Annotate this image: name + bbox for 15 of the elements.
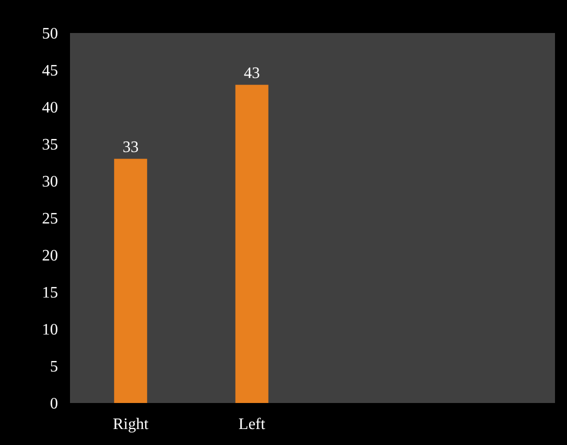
y-tick-label: 25	[42, 210, 58, 228]
x-tick-label: Right	[112, 416, 149, 433]
y-tick-label: 40	[42, 100, 58, 117]
y-tick-label: 45	[42, 62, 58, 80]
y-tick-label: 30	[42, 174, 58, 191]
y-tick-label: 10	[42, 322, 58, 339]
y-tick-label: 0	[50, 396, 58, 413]
data-label: 33	[122, 138, 139, 156]
y-tick-label: 15	[42, 284, 58, 302]
y-tick-label: 35	[42, 136, 58, 154]
y-tick-label: 50	[42, 26, 58, 43]
y-tick-label: 20	[42, 248, 58, 265]
y-tick-label: 5	[50, 358, 58, 376]
x-tick-label: Left	[238, 416, 266, 433]
data-label: 43	[244, 64, 260, 82]
